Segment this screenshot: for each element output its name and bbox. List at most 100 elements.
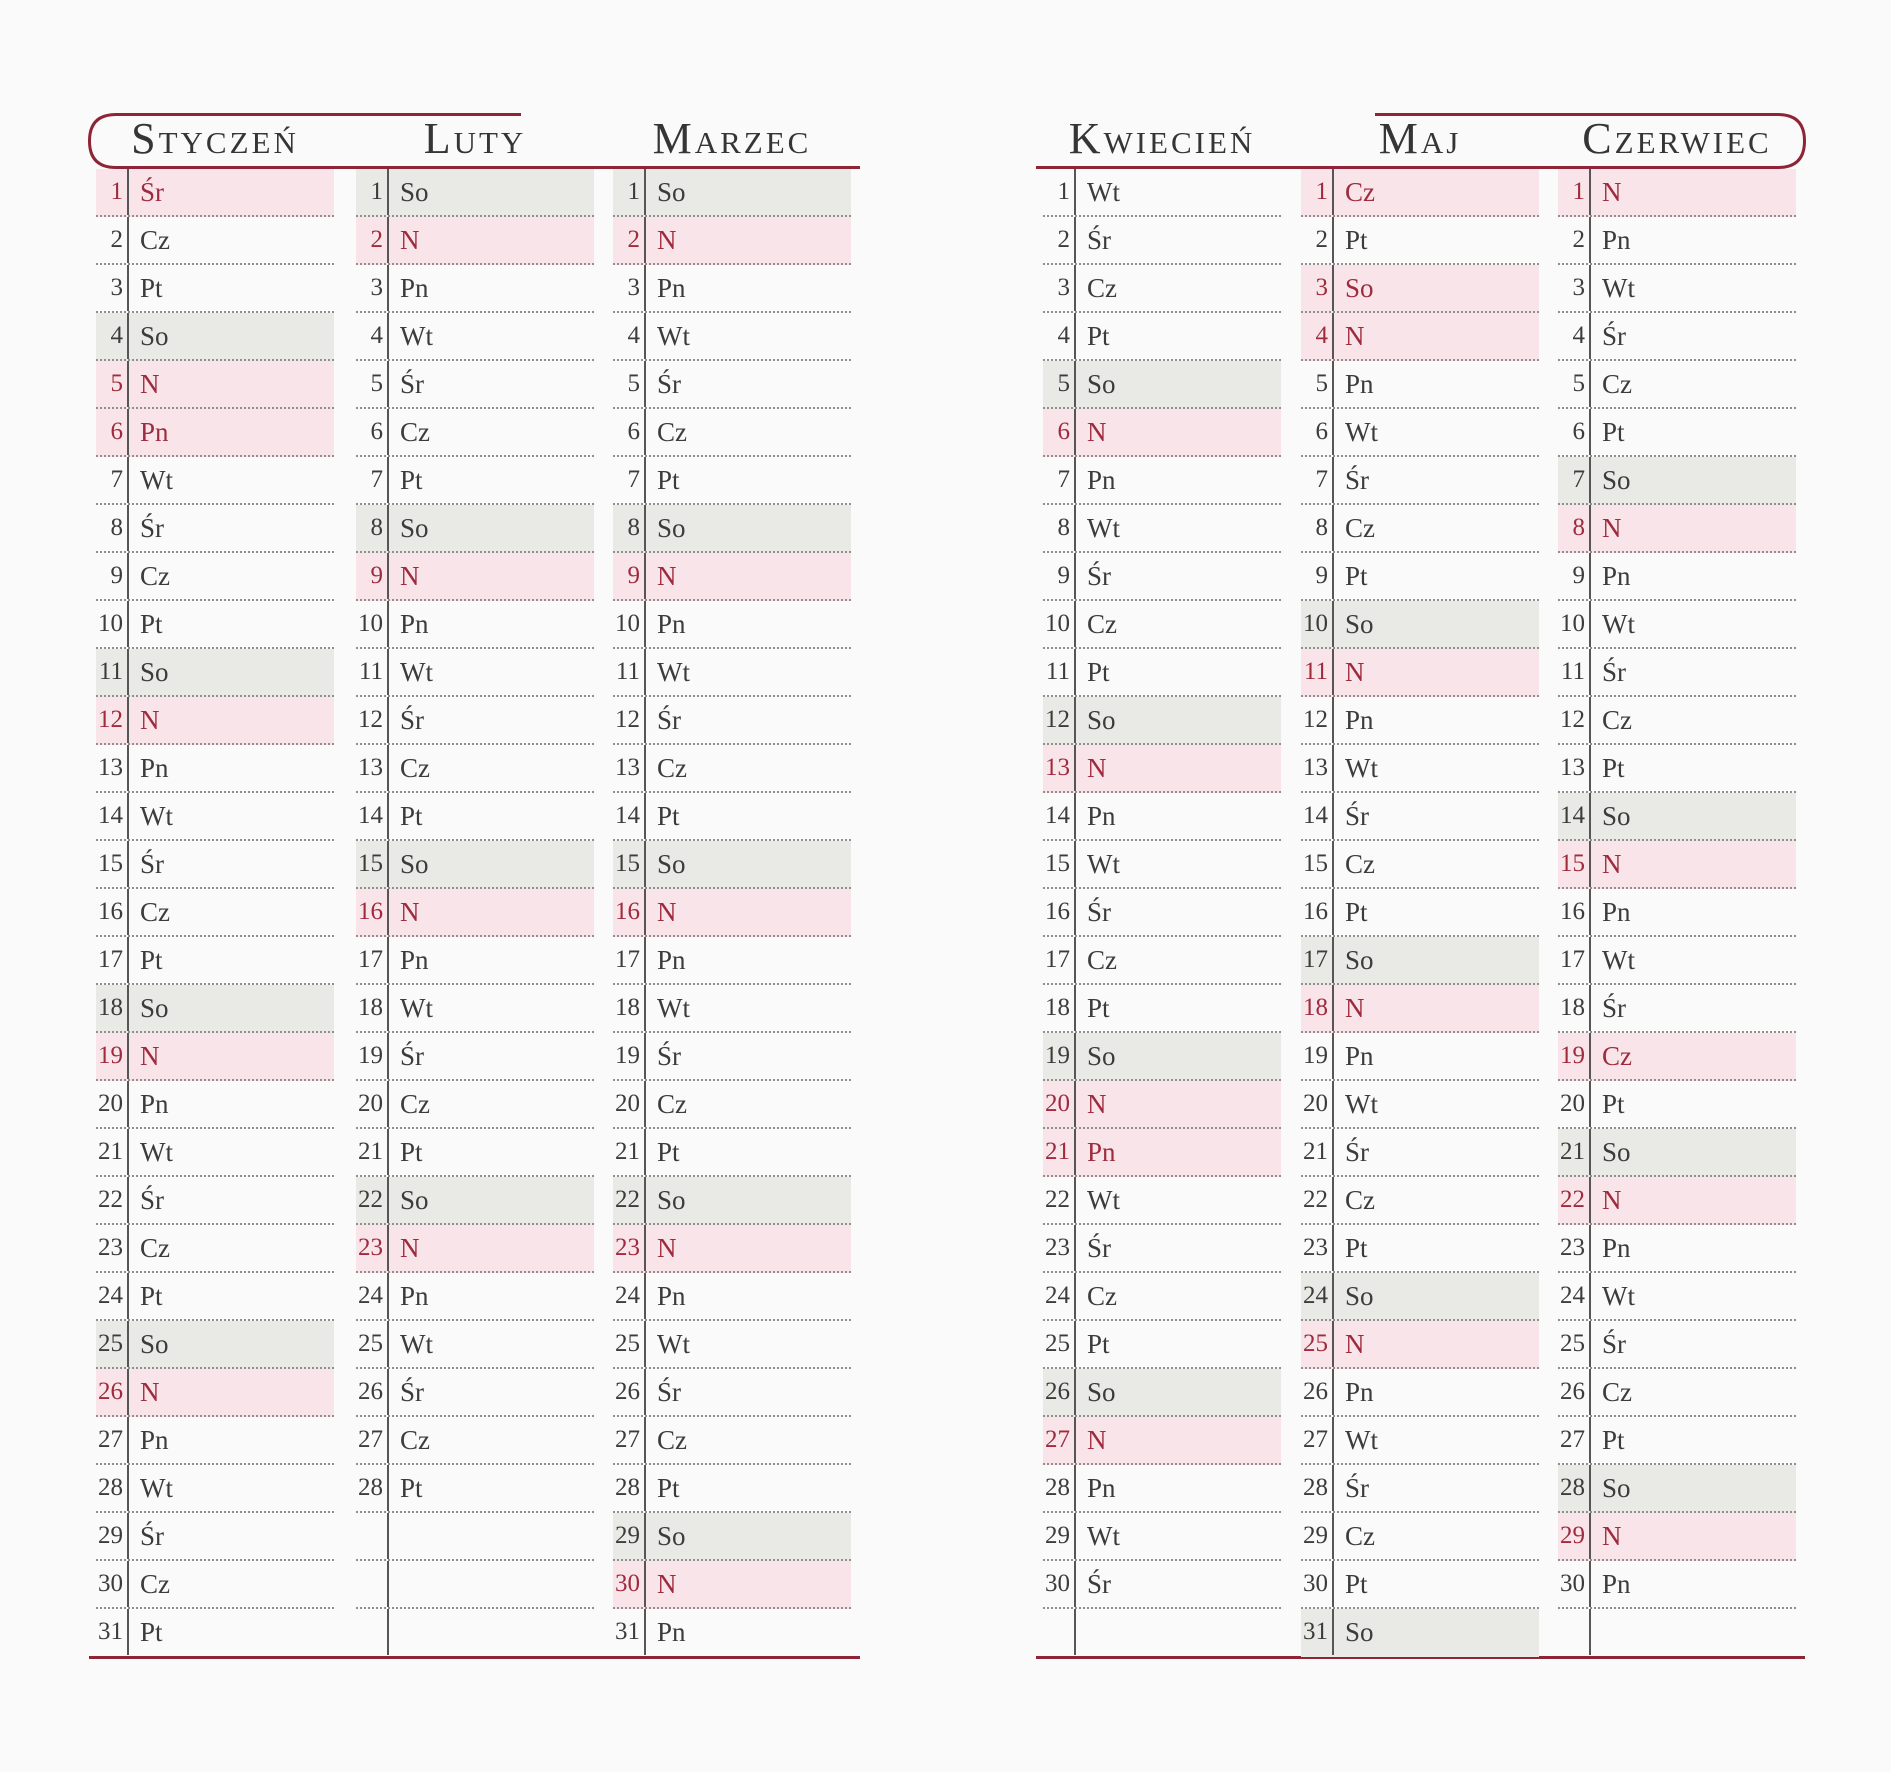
day-abbrev: Pn — [1087, 464, 1116, 495]
day-abbrev: Pn — [140, 1424, 169, 1455]
day-row: 3 Pn — [613, 265, 851, 313]
day-number: 12 — [1558, 697, 1591, 743]
day-row: 1 Wt — [1043, 169, 1281, 217]
day-number: 1 — [96, 169, 129, 215]
day-row: 25 Śr — [1558, 1321, 1796, 1369]
day-number: 2 — [613, 217, 646, 263]
day-row: 15 Wt — [1043, 841, 1281, 889]
day-row: 23 Pn — [1558, 1225, 1796, 1273]
day-row: 7 So — [1558, 457, 1796, 505]
day-abbrev: Śr — [1345, 464, 1370, 495]
day-number: 2 — [1558, 217, 1591, 263]
day-abbrev: Wt — [1087, 512, 1120, 543]
day-number: 24 — [613, 1273, 646, 1319]
day-row: 13 N — [1043, 745, 1281, 793]
day-abbrev: Pn — [657, 1280, 686, 1311]
day-number: 8 — [1301, 505, 1334, 551]
day-abbrev: Cz — [657, 416, 687, 447]
day-row: 3 Wt — [1558, 265, 1796, 313]
day-number: 25 — [96, 1321, 129, 1367]
day-abbrev: Wt — [400, 320, 433, 351]
day-abbrev: N — [140, 1376, 160, 1407]
day-abbrev: N — [1087, 416, 1107, 447]
day-number: 25 — [1301, 1321, 1334, 1367]
day-row: 28 Pt — [613, 1465, 851, 1513]
day-abbrev: N — [1087, 752, 1107, 783]
day-abbrev: So — [400, 1184, 429, 1215]
day-abbrev: Śr — [140, 176, 165, 207]
day-abbrev: Wt — [657, 992, 690, 1023]
day-number: 24 — [96, 1273, 129, 1319]
day-row: 21 Śr — [1301, 1129, 1539, 1177]
day-abbrev: Wt — [657, 320, 690, 351]
day-abbrev: N — [657, 1568, 677, 1599]
day-number: 27 — [613, 1417, 646, 1463]
day-row: 9 N — [356, 553, 594, 601]
day-row: 9 Pt — [1301, 553, 1539, 601]
day-number: 6 — [1301, 409, 1334, 455]
day-abbrev: Pt — [140, 608, 163, 639]
day-row: 22 N — [1558, 1177, 1796, 1225]
day-row: 3 Pt — [96, 265, 334, 313]
day-number: 18 — [1043, 985, 1076, 1031]
day-abbrev: So — [140, 656, 169, 687]
day-row: 29 Cz — [1301, 1513, 1539, 1561]
day-abbrev: Pt — [400, 1136, 423, 1167]
day-abbrev: Pn — [400, 1280, 429, 1311]
day-row: 27 Pn — [96, 1417, 334, 1465]
day-abbrev: N — [140, 704, 160, 735]
day-number: 30 — [96, 1561, 129, 1607]
day-abbrev: Cz — [1345, 1520, 1375, 1551]
day-number: 22 — [613, 1177, 646, 1223]
day-row: 28 Pn — [1043, 1465, 1281, 1513]
day-row — [356, 1561, 594, 1609]
day-abbrev: N — [1087, 1424, 1107, 1455]
day-abbrev: Wt — [1345, 1424, 1378, 1455]
day-row: 8 N — [1558, 505, 1796, 553]
day-number: 30 — [1043, 1561, 1076, 1607]
day-row: 18 Wt — [356, 985, 594, 1033]
day-number: 22 — [1301, 1177, 1334, 1223]
day-abbrev: Śr — [1087, 224, 1112, 255]
day-row: 31 Pt — [96, 1609, 334, 1657]
day-number: 25 — [1558, 1321, 1591, 1367]
day-row: 8 So — [613, 505, 851, 553]
day-abbrev: Śr — [140, 1184, 165, 1215]
day-row: 21 Wt — [96, 1129, 334, 1177]
day-number: 16 — [613, 889, 646, 935]
day-abbrev: Pn — [1602, 896, 1631, 927]
day-row: 12 So — [1043, 697, 1281, 745]
day-row: 19 So — [1043, 1033, 1281, 1081]
day-number: 14 — [356, 793, 389, 839]
day-number: 3 — [1043, 265, 1076, 311]
day-number: 9 — [1043, 553, 1076, 599]
day-row: 6 Cz — [613, 409, 851, 457]
day-abbrev: So — [1345, 944, 1374, 975]
day-row: 12 Śr — [613, 697, 851, 745]
day-abbrev: Wt — [140, 1472, 173, 1503]
day-number: 6 — [1043, 409, 1076, 455]
day-number: 25 — [1043, 1321, 1076, 1367]
day-abbrev: Pn — [657, 944, 686, 975]
day-abbrev: Wt — [1087, 176, 1120, 207]
day-abbrev: Śr — [1087, 896, 1112, 927]
day-number: 26 — [356, 1369, 389, 1415]
day-abbrev: Cz — [657, 1424, 687, 1455]
day-row: 24 Pn — [613, 1273, 851, 1321]
day-abbrev: Pt — [657, 1136, 680, 1167]
day-abbrev: Śr — [400, 1040, 425, 1071]
day-number: 2 — [1043, 217, 1076, 263]
day-row: 21 Pn — [1043, 1129, 1281, 1177]
day-row: 17 Pn — [356, 937, 594, 985]
day-number: 16 — [1301, 889, 1334, 935]
day-abbrev: Wt — [657, 1328, 690, 1359]
day-row: 2 Pt — [1301, 217, 1539, 265]
day-number — [356, 1609, 389, 1655]
day-number: 12 — [356, 697, 389, 743]
day-abbrev: Wt — [400, 1328, 433, 1359]
day-abbrev: Cz — [1602, 1376, 1632, 1407]
day-row: 7 Wt — [96, 457, 334, 505]
day-row: 4 So — [96, 313, 334, 361]
day-abbrev: Cz — [1345, 1184, 1375, 1215]
day-number: 29 — [613, 1513, 646, 1559]
